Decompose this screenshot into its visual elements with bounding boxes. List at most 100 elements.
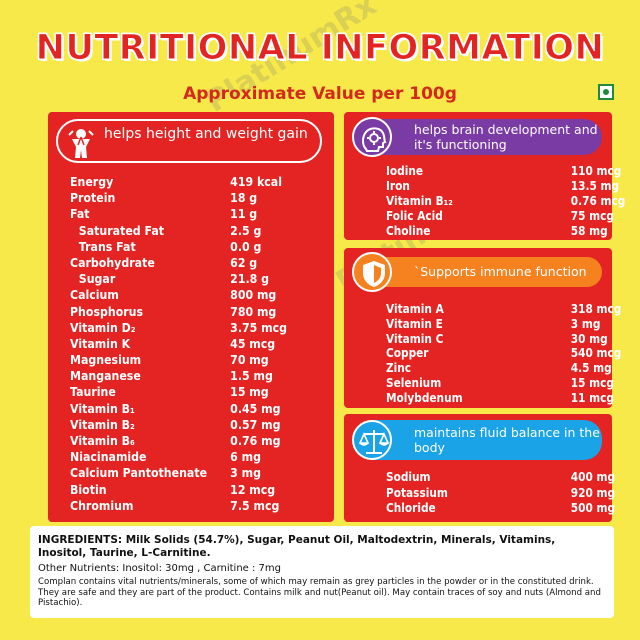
nutrient-name: Chromium xyxy=(70,497,134,513)
nutrient-row: Folic Acid 75 mcg xyxy=(386,209,614,224)
brain-table: Iodine 110 mcg Iron 13.5 mg Vitamin B₁₂ 0.76 … xyxy=(386,164,625,239)
brain-heading: helps brain development and it's functio… xyxy=(352,117,602,157)
nutrient-row: Vitamin B₂ 0.57 mg xyxy=(70,417,299,433)
nutrient-value: 3.75 mcg xyxy=(230,319,287,335)
nutrient-name: Carbohydrate xyxy=(70,254,155,270)
nutrient-value: 4.5 mg xyxy=(570,361,612,376)
nutrient-name: Phosphorus xyxy=(70,303,144,319)
nutrient-value: 0.0 g xyxy=(230,238,262,254)
nutrient-value: 58 mg xyxy=(570,224,608,238)
fluid-balance-panel: maintains fluid balance in the body Sodi… xyxy=(344,414,615,522)
nutrient-value: 3 mg xyxy=(570,316,601,331)
nutrient-name: Folic Acid xyxy=(386,209,443,223)
nutrient-name: Vitamin B₆ xyxy=(70,433,135,448)
nutrient-name: Sugar xyxy=(78,271,116,287)
nutrient-row: Vitamin A 318 mcg xyxy=(386,302,621,317)
nutrient-value: 920 mg xyxy=(570,485,616,500)
nutrient-value: 7.5 mcg xyxy=(230,497,280,513)
fluid-table: Sodium 400 mg Potassium 920 mg Chloride 500 m… xyxy=(386,470,615,517)
nutrient-value: 18 g xyxy=(230,190,258,206)
nutrient-value: 13.5 mg xyxy=(570,179,620,193)
nutrient-row: Protein 18 g xyxy=(70,190,299,206)
nutrient-name: Magnesium xyxy=(70,352,142,368)
nutrient-name: Vitamin A xyxy=(386,302,444,316)
nutrient-name: Vitamin D₂ xyxy=(70,319,136,335)
nutrient-value: 400 mg xyxy=(570,470,616,484)
ingredients-note: Complan contains vital nutrients/mineral… xyxy=(38,577,601,608)
nutrient-name: Protein xyxy=(70,190,116,206)
nutrient-name: Calcium Pantothenate xyxy=(70,465,208,481)
nutrient-name: Vitamin B₁ xyxy=(70,400,135,416)
nutrient-name: Zinc xyxy=(386,361,412,376)
nutrient-value: 500 mg xyxy=(570,501,616,515)
nutrient-value: 3 mg xyxy=(230,465,261,481)
nutrient-value: 0.57 mg xyxy=(230,416,281,432)
other-nutrients: Other Nutrients: Inositol: 30mg , Carnit… xyxy=(38,563,282,574)
brain-heading-text: helps brain development and it's functio… xyxy=(414,122,598,152)
nutrient-row: Iron 13.5 mg xyxy=(386,179,619,194)
nutrient-name: Vitamin E xyxy=(386,316,443,331)
nutrient-value: 62 g xyxy=(230,254,258,270)
nutrient-name: Iodine xyxy=(386,164,424,178)
nutrient-row: Vitamin K 45 mcg xyxy=(70,336,299,352)
nutrient-row: Carbohydrate 62 g xyxy=(70,255,299,271)
nutrient-value: 21.8 g xyxy=(230,271,270,287)
nutrient-row: Phosphorus 780 mg xyxy=(70,304,299,320)
nutrient-name: Fat xyxy=(70,206,90,222)
shield-icon xyxy=(352,252,392,292)
nutrient-value: 2.5 g xyxy=(230,222,262,238)
nutrient-value: 6 mg xyxy=(230,449,261,465)
nutrient-row: Manganese 1.5 mg xyxy=(70,368,299,384)
ingredients-label: INGREDIENTS: xyxy=(38,534,123,546)
nutrient-row: Saturated Fat 2.5 g xyxy=(70,223,299,239)
nutrient-name: Manganese xyxy=(70,368,141,384)
nutrient-row: Biotin 12 mcg xyxy=(70,482,299,498)
nutrient-name: Energy xyxy=(70,174,114,189)
nutrient-name: Taurine xyxy=(70,384,116,400)
nutrient-row: Sugar 21.8 g xyxy=(70,271,299,287)
nutrient-name: Iron xyxy=(386,179,410,193)
nutrient-value: 780 mg xyxy=(230,303,277,319)
nutrient-row: Vitamin E 3 mg xyxy=(386,316,600,332)
nutrient-name: Sodium xyxy=(386,470,431,484)
nutrient-row: Iodine 110 mcg xyxy=(386,164,621,179)
nutrient-row: Energy 419 kcal xyxy=(70,174,299,190)
nutrient-row: Choline 58 mg xyxy=(386,224,608,239)
nutrient-row: Vitamin B₆ 0.76 mg xyxy=(70,433,299,449)
immune-table: Vitamin A 318 mcg Vitamin E 3 mg Vitamin C 30… xyxy=(386,302,621,406)
nutrient-name: Vitamin C xyxy=(386,331,444,346)
nutrient-value: 1.5 mg xyxy=(230,368,273,384)
height-weight-heading-text: helps height and weight gain xyxy=(104,126,308,142)
nutrient-row: Taurine 15 mg xyxy=(70,384,299,400)
immune-panel: `Supports immune function Vitamin A 318 m… xyxy=(344,248,621,408)
nutrient-name: Copper xyxy=(386,346,429,361)
nutrient-row: Calcium Pantothenate 3 mg xyxy=(70,465,299,481)
nutrient-name: Biotin xyxy=(70,481,107,497)
brain-development-panel: helps brain development and it's functio… xyxy=(344,112,625,240)
nutrient-value: 30 mg xyxy=(570,331,608,346)
nutrient-row: Chromium 7.5 mcg xyxy=(70,498,299,514)
nutrient-value: 15 mcg xyxy=(570,375,615,390)
nutrient-row: Chloride 500 mg xyxy=(386,501,615,517)
nutrient-value: 110 mcg xyxy=(570,164,622,178)
height-weight-panel: helps height and weight gain Energy 419 k… xyxy=(48,112,334,522)
nutrient-row: Trans Fat 0.0 g xyxy=(70,239,299,255)
nutrient-value: 75 mcg xyxy=(570,209,615,223)
nutrient-value: 12 mcg xyxy=(230,481,276,497)
nutrient-row: Potassium 920 mg xyxy=(386,485,615,502)
brain-gear-icon xyxy=(352,117,392,157)
nutrient-value: 540 mcg xyxy=(570,346,622,361)
nutrient-name: Vitamin B₁₂ xyxy=(386,194,453,208)
nutrient-value: 45 mcg xyxy=(230,335,276,351)
ingredients-list: INGREDIENTS: Milk Solids (54.7%), Sugar,… xyxy=(38,534,606,560)
nutrient-value: 0.45 mg xyxy=(230,400,281,416)
nutrient-name: Vitamin B₂ xyxy=(70,416,135,432)
nutrient-name: Choline xyxy=(386,224,431,238)
nutrient-row: Magnesium 70 mg xyxy=(70,352,299,368)
nutrient-row: Vitamin C 30 mg xyxy=(386,331,608,347)
height-weight-heading: helps height and weight gain xyxy=(56,119,322,163)
nutrient-row: Fat 11 g xyxy=(70,206,299,222)
nutrient-name: Potassium xyxy=(386,485,448,500)
page-subtitle: Approximate Value per 100g xyxy=(183,84,457,104)
